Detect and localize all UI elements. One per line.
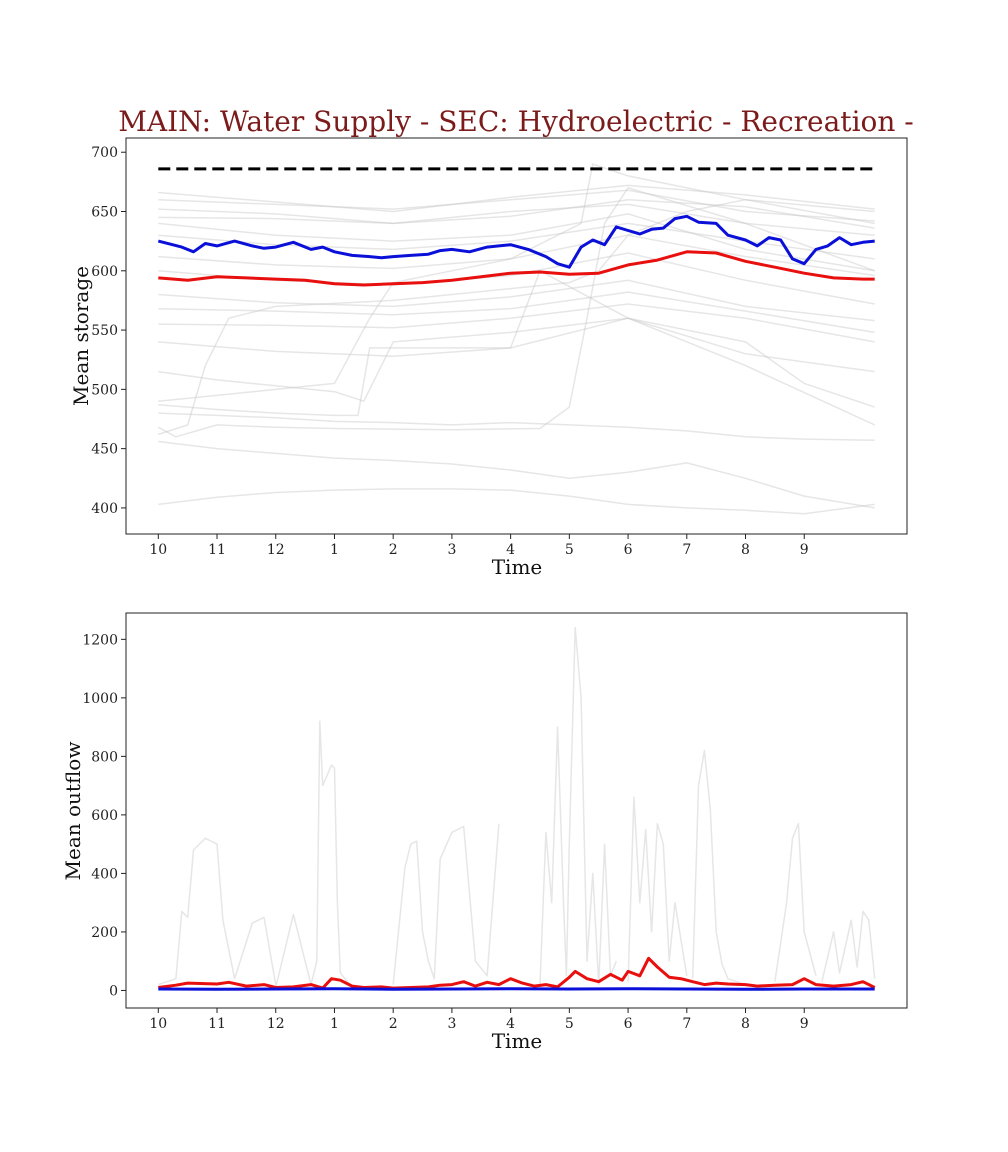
outflow-x-tick-label: 6 [624,1016,633,1032]
storage-reference-line-1 [158,250,875,287]
outflow-background-line-8 [774,822,817,982]
storage-y-axis-label: Mean storage [69,266,93,406]
outflow-x-tick-label: 12 [267,1016,285,1032]
storage-background-line-3 [158,198,875,229]
outflow-background-line-5 [539,626,617,986]
storage-x-tick-label: 6 [624,542,633,558]
outflow-series-group [158,626,876,991]
storage-x-tick-label: 8 [741,542,750,558]
storage-background-line-20 [158,198,875,436]
storage-y-tick-label: 500 [91,382,118,398]
outflow-plot-frame [125,612,908,1009]
outflow-y-tick-label: 1200 [82,632,118,648]
outflow-x-tick-label: 3 [447,1016,456,1032]
outflow-background-line-3 [274,720,353,988]
outflow-reference-line-0 [158,956,876,990]
outflow-x-tick-label: 4 [506,1016,515,1032]
storage-background-line-13 [158,317,875,373]
outflow-x-tick-label: 2 [389,1016,398,1032]
storage-x-tick-label: 12 [267,542,285,558]
outflow-x-tick-label: 11 [208,1016,226,1032]
storage-background-line-5 [158,203,875,236]
outflow-x-tick-label: 1 [330,1016,339,1032]
outflow-y-axis-label: Mean outflow [61,742,85,881]
storage-mean-line-0 [157,214,875,269]
storage-background-line-16 [158,412,875,442]
storage-y-tick-label: 600 [91,264,118,280]
storage-y-tick-label: 700 [91,145,118,161]
storage-x-tick-label: 9 [800,542,809,558]
outflow-x-tick-label: 7 [682,1016,691,1032]
storage-series-group [157,163,876,515]
outflow-background-line-7 [691,749,746,986]
storage-background-line-14 [158,317,875,408]
storage-background-line-10 [158,279,875,322]
outflow-x-tick-label: 8 [741,1016,750,1032]
storage-x-tick-label: 10 [149,542,167,558]
storage-background-line-21 [158,163,875,402]
storage-background-line-11 [158,291,875,334]
storage-background-line-4 [158,184,875,213]
storage-x-axis-label: Time [492,555,543,579]
storage-background-line-19 [157,187,875,438]
storage-y-tick-label: 450 [91,442,118,458]
storage-y-tick-label: 550 [91,323,118,339]
storage-plot-frame [125,137,908,535]
outflow-x-tick-label: 5 [565,1016,574,1032]
storage-x-tick-label: 11 [208,542,226,558]
outflow-x-tick-label: 10 [149,1016,167,1032]
storage-background-line-6 [158,213,875,272]
outflow-y-tick-label: 800 [91,749,118,765]
storage-x-tick-label: 4 [506,542,515,558]
outflow-x-tick-label: 9 [800,1016,809,1032]
storage-background-line-15 [158,270,876,426]
outflow-y-tick-label: 400 [91,866,118,882]
outflow-y-tick-label: 1000 [82,691,118,707]
storage-x-tick-label: 3 [447,542,456,558]
storage-background-line-8 [158,234,875,277]
outflow-background-line-4 [392,823,500,985]
storage-x-tick-label: 1 [330,542,339,558]
storage-x-tick-label: 7 [682,542,691,558]
outflow-y-tick-label: 200 [91,925,118,941]
storage-background-line-18 [158,488,875,515]
chart-title: MAIN: Water Supply - SEC: Hydroelectric … [118,105,914,138]
storage-background-line-17 [158,440,875,509]
outflow-x-axis-label: Time [492,1029,543,1053]
storage-y-tick-label: 400 [91,501,118,517]
outflow-background-line-6 [627,796,688,982]
outflow-background-line-2 [158,837,277,986]
outflow-mean-line-1 [158,987,875,991]
storage-x-tick-label: 2 [389,542,398,558]
storage-background-line-12 [158,303,875,343]
outflow-background-line-9 [821,910,876,982]
outflow-y-tick-label: 0 [109,983,118,999]
outflow-y-tick-label: 600 [91,808,118,824]
storage-x-tick-label: 5 [565,542,574,558]
storage-y-tick-label: 650 [91,205,118,221]
storage-background-line-2 [158,189,875,222]
